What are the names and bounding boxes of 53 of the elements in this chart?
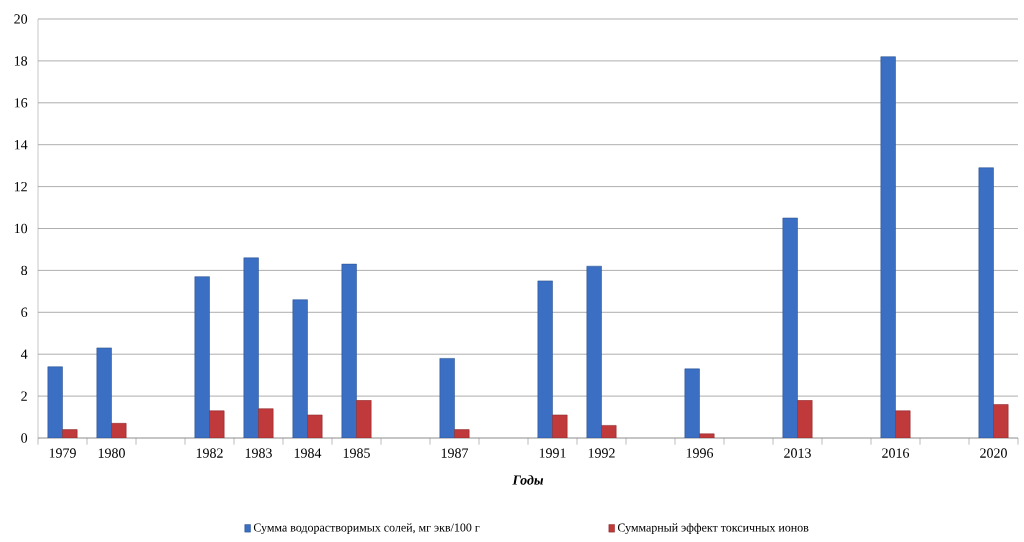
y-tick-label: 20 <box>14 14 28 24</box>
bar <box>537 280 553 438</box>
bar <box>243 257 259 438</box>
x-tick-label: 1979 <box>49 448 76 458</box>
y-tick-label: 14 <box>14 140 28 150</box>
bar <box>699 433 715 438</box>
bar <box>209 410 225 438</box>
bar <box>47 366 63 438</box>
y-tick-label: 0 <box>21 433 28 443</box>
bar <box>307 414 323 438</box>
bar <box>111 423 127 438</box>
bar <box>586 265 602 438</box>
bar <box>552 414 568 438</box>
x-tick-label: 1980 <box>98 448 125 458</box>
bar <box>194 276 210 438</box>
y-tick-label: 2 <box>21 391 27 401</box>
x-tick-label: 2020 <box>980 448 1007 458</box>
y-tick-label: 4 <box>20 349 28 359</box>
bar <box>601 425 617 438</box>
x-tick-label: 1984 <box>294 448 322 458</box>
x-axis-title: Годы <box>512 474 544 485</box>
y-tick-label: 16 <box>14 98 28 108</box>
y-tick-label: 18 <box>14 56 28 66</box>
bar <box>978 167 994 438</box>
bar <box>880 56 896 438</box>
y-tick-label: 12 <box>14 181 27 192</box>
bar <box>993 404 1009 438</box>
bar <box>895 410 911 438</box>
y-tick-label: 10 <box>14 223 28 234</box>
legend-label: Суммарный эффект токсичных ионов <box>617 523 809 535</box>
bar <box>439 358 455 438</box>
x-tick-label: 1982 <box>196 448 223 458</box>
x-tick-label: 1985 <box>343 448 370 458</box>
y-tick-label: 8 <box>21 265 28 276</box>
bar <box>684 368 700 438</box>
bar <box>356 400 372 438</box>
bar <box>292 299 308 438</box>
x-tick-label: 1987 <box>441 448 469 458</box>
bar <box>96 347 112 438</box>
y-tick-label: 6 <box>21 307 28 317</box>
x-tick-label: 1983 <box>245 448 272 458</box>
x-tick-label: 2016 <box>882 448 910 458</box>
x-tick-label: 1992 <box>588 448 615 458</box>
x-tick-label: 1996 <box>686 448 714 458</box>
x-tick-label: 2013 <box>784 448 811 458</box>
bar <box>454 429 470 438</box>
bar <box>62 429 78 438</box>
bar <box>341 263 357 438</box>
bar <box>258 408 274 438</box>
legend-label: Сумма водорастворимых солей, мг экв/100 г <box>253 523 480 535</box>
bar <box>797 400 813 438</box>
bar <box>782 217 798 438</box>
x-tick-label: 1991 <box>539 448 566 458</box>
